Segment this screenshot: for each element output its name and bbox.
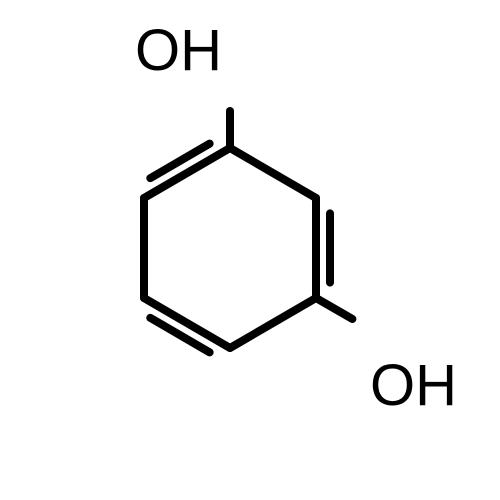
atom-label-o1: OH [135,18,222,83]
bond-c1-c2 [230,148,316,198]
molecule-diagram: OH OH [0,0,500,500]
atom-label-o3: OH [370,353,457,418]
bond-c3-o3 [316,298,352,319]
bond-c3-c4 [230,298,316,348]
